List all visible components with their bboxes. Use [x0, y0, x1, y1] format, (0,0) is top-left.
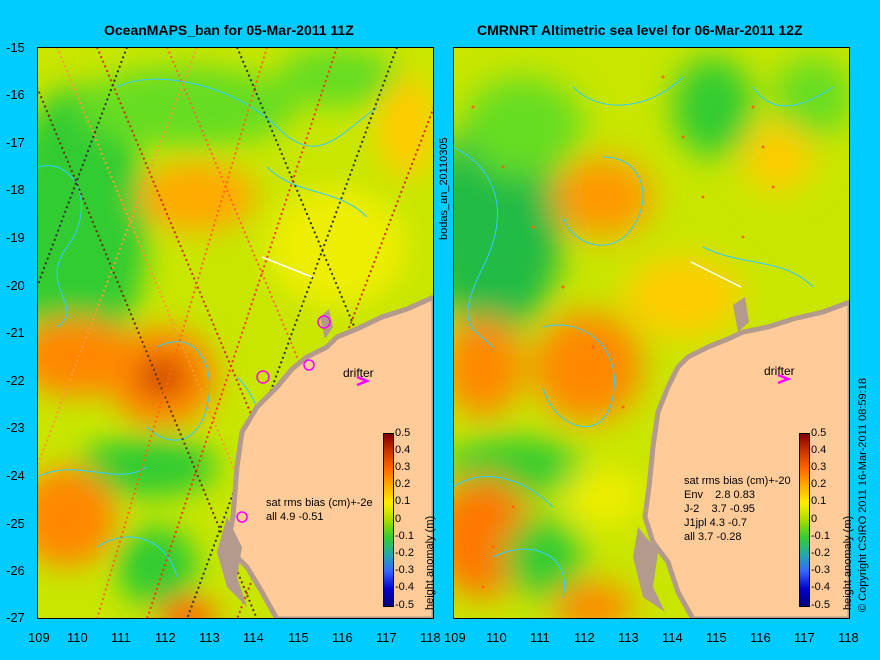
right-drifter-label: drifter: [764, 364, 795, 378]
cbar-tick: -0.3: [395, 564, 414, 576]
left-stats-line: sat rms bias (cm)+-2e: [266, 497, 373, 509]
cbar-tick: 0.5: [811, 427, 827, 439]
left-run-label: bodas_an_20110305: [438, 137, 450, 240]
y-tick: -23: [6, 420, 25, 435]
cbar-tick: -0.2: [395, 547, 414, 559]
y-tick: -26: [6, 563, 25, 578]
left-drifter-label: drifter: [343, 366, 374, 380]
copyright-label: © Copyright CSIRO 2011 16-Mar-2011 08:59…: [857, 378, 869, 612]
right-shelf-island: [633, 527, 665, 612]
right-stats-line: sat rms bias (cm)+-20: [684, 475, 791, 487]
x-tick: 111: [111, 630, 131, 645]
right-map-title: CMRNRT Altimetric sea level for 06-Mar-2…: [477, 22, 803, 38]
left-map-title: OceanMAPS_ban for 05-Mar-2011 11Z: [104, 22, 354, 38]
right-stats-line: J-2 3.7 -0.95: [684, 503, 755, 515]
cbar-tick: -0.3: [811, 564, 830, 576]
cbar-tick: -0.5: [395, 599, 414, 611]
right-colorbar: [799, 433, 810, 607]
right-stats-line: J1jpl 4.3 -0.7: [684, 517, 747, 529]
y-tick: -19: [6, 230, 25, 245]
cbar-tick: -0.4: [811, 581, 830, 593]
y-tick: -20: [6, 278, 25, 293]
cbar-tick: -0.1: [395, 530, 414, 542]
right-anomaly-field: [453, 57, 850, 619]
x-tick: 109: [28, 630, 50, 645]
x-tick: 109: [444, 630, 466, 645]
y-tick: -17: [6, 135, 25, 150]
cbar-tick: -0.4: [395, 581, 414, 593]
left-colorbar: [383, 433, 394, 607]
left-map-canvas: drifter: [37, 47, 434, 619]
x-tick: 117: [376, 630, 397, 645]
cbar-tick: -0.1: [811, 530, 830, 542]
cbar-tick: 0.2: [395, 478, 411, 490]
left-colorbar-label: height anomaly (m): [424, 515, 436, 610]
cbar-tick: 0.4: [395, 444, 411, 456]
right-contours: [453, 76, 834, 598]
cbar-tick: 0.3: [811, 461, 827, 473]
left-stats-line: all 4.9 -0.51: [266, 511, 324, 523]
right-colorbar-label: height anomaly (m): [842, 515, 854, 610]
x-tick: 115: [706, 630, 727, 645]
left-shelf-island: [217, 517, 247, 607]
cbar-tick: -0.2: [811, 547, 830, 559]
cbar-tick: 0.1: [395, 495, 411, 507]
right-stats-line: all 3.7 -0.28: [684, 531, 742, 543]
x-tick: 110: [67, 630, 88, 645]
cbar-tick: 0.3: [395, 461, 411, 473]
x-tick: 114: [243, 630, 264, 645]
cbar-tick: 0: [811, 513, 818, 525]
cbar-tick: 0.2: [811, 478, 827, 490]
x-tick: 114: [662, 630, 683, 645]
x-tick: 111: [530, 630, 550, 645]
x-tick: 117: [794, 630, 815, 645]
y-tick: -22: [6, 373, 25, 388]
y-tick: -24: [6, 468, 25, 483]
right-drifter-icon: [777, 373, 792, 385]
left-contours: [37, 78, 378, 578]
cbar-tick: 0.1: [811, 495, 827, 507]
right-stats-line: Env 2.8 0.83: [684, 489, 755, 501]
left-land: [224, 294, 434, 619]
x-tick: 113: [618, 630, 639, 645]
right-map[interactable]: drifter: [453, 47, 850, 619]
x-tick: 112: [574, 630, 595, 645]
left-map[interactable]: drifter: [37, 47, 434, 619]
right-track-dots: [471, 75, 775, 589]
left-drifter-icon: [356, 375, 371, 387]
cbar-tick: 0.5: [395, 427, 411, 439]
cbar-tick: 0: [395, 513, 402, 525]
x-tick: 118: [838, 630, 859, 645]
y-tick: -16: [6, 87, 25, 102]
x-tick: 113: [199, 630, 220, 645]
right-land: [642, 299, 850, 619]
x-tick: 115: [288, 630, 309, 645]
right-track-line: [690, 261, 742, 288]
y-tick: -21: [6, 325, 25, 340]
cbar-tick: 0.4: [811, 444, 827, 456]
right-map-canvas: drifter: [453, 47, 850, 619]
y-tick: -18: [6, 182, 25, 197]
y-tick: -25: [6, 516, 25, 531]
x-tick: 116: [332, 630, 353, 645]
cbar-tick: -0.5: [811, 599, 830, 611]
left-track-line: [261, 256, 313, 278]
x-tick: 110: [486, 630, 507, 645]
x-tick: 118: [420, 630, 441, 645]
y-tick: -15: [6, 40, 25, 55]
left-anomaly-field: [37, 47, 434, 619]
x-tick: 112: [155, 630, 176, 645]
x-tick: 116: [750, 630, 771, 645]
y-tick: -27: [6, 610, 25, 625]
